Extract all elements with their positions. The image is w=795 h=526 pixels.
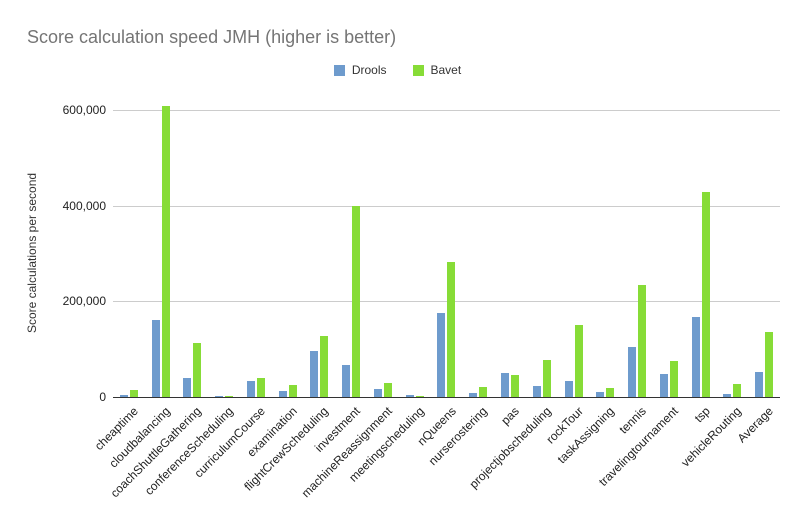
legend-label: Bavet xyxy=(430,63,462,77)
bar-drools-machineReassignment xyxy=(373,389,382,397)
bar-drools-conferenceScheduling xyxy=(215,395,224,397)
bar-group-tsp xyxy=(685,110,717,397)
bar-drools-Average xyxy=(755,372,764,397)
bar-bavet-meetingscheduling xyxy=(415,395,424,397)
bar-bavet-investment xyxy=(352,205,361,397)
legend-item-bavet: Bavet xyxy=(412,63,462,77)
bar-drools-rockTour xyxy=(564,381,573,397)
bar-drools-flightCrewScheduling xyxy=(310,351,319,397)
y-axis-title: Score calculations per second xyxy=(25,172,39,334)
bar-drools-nQueens xyxy=(437,312,446,397)
bar-drools-tsp xyxy=(691,317,700,397)
bar-bavet-flightCrewScheduling xyxy=(320,336,329,397)
bar-drools-coachShuttleGathering xyxy=(183,377,192,397)
bar-group-conferenceScheduling xyxy=(208,110,240,397)
bar-group-examination xyxy=(272,110,304,397)
bar-drools-examination xyxy=(278,391,287,397)
bar-bavet-projectjobscheduling xyxy=(542,359,551,397)
plot-area xyxy=(113,106,780,398)
gridline xyxy=(113,205,780,207)
bar-bavet-tennis xyxy=(638,285,647,397)
bar-bavet-rockTour xyxy=(574,325,583,397)
bar-group-machineReassignment xyxy=(367,110,399,397)
bar-group-rockTour xyxy=(558,110,590,397)
y-axis-tick-label: 600,000 xyxy=(62,103,106,117)
chart-title: Score calculation speed JMH (higher is b… xyxy=(27,27,397,47)
bar-drools-curriculumCourse xyxy=(246,381,255,397)
bar-drools-taskAssigning xyxy=(596,391,605,397)
y-axis-tick-label: 0 xyxy=(99,390,106,404)
bar-drools-projectjobscheduling xyxy=(532,386,541,397)
bar-group-cloudbalancing xyxy=(145,106,177,397)
bar-bavet-tsp xyxy=(701,192,710,397)
bar-group-coachShuttleGathering xyxy=(177,110,209,397)
y-axis-tick-label: 200,000 xyxy=(62,294,106,309)
bar-group-investment xyxy=(335,110,367,397)
legend-swatch-drools xyxy=(333,64,345,76)
bar-group-pas xyxy=(494,110,526,397)
bar-group-curriculumCourse xyxy=(240,110,272,397)
bar-drools-cloudbalancing xyxy=(151,319,160,397)
bar-bavet-cheaptime xyxy=(129,389,138,397)
y-axis-tick-label: 400,000 xyxy=(62,198,106,213)
bar-group-nurserostering xyxy=(462,110,494,397)
bar-drools-vehicleRouting xyxy=(723,393,732,397)
bar-group-flightCrewScheduling xyxy=(304,110,336,397)
bar-bavet-vehicleRouting xyxy=(733,384,742,397)
bar-bavet-nQueens xyxy=(447,261,456,397)
bar-bavet-Average xyxy=(765,332,774,397)
bar-drools-cheaptime xyxy=(119,394,128,397)
bar-drools-pas xyxy=(501,372,510,397)
bar-group-meetingscheduling xyxy=(399,110,431,397)
bar-bavet-travelingtournament xyxy=(669,360,678,397)
bar-drools-investment xyxy=(342,364,351,397)
bar-group-tennis xyxy=(621,110,653,397)
bar-bavet-taskAssigning xyxy=(606,387,615,397)
bar-drools-meetingscheduling xyxy=(405,395,414,397)
bar-drools-travelingtournament xyxy=(659,373,668,397)
legend: Drools Bavet xyxy=(0,63,795,77)
legend-swatch-bavet xyxy=(412,64,424,76)
gridline xyxy=(113,301,780,303)
bar-bavet-conferenceScheduling xyxy=(225,395,234,397)
bar-group-cheaptime xyxy=(113,110,145,397)
bar-bavet-pas xyxy=(511,374,520,397)
bar-group-vehicleRouting xyxy=(716,110,748,397)
bar-bavet-cloudbalancing xyxy=(161,106,170,397)
gridline xyxy=(113,110,780,111)
bar-group-projectjobscheduling xyxy=(526,110,558,397)
x-axis-line xyxy=(113,397,780,398)
bar-group-nQueens xyxy=(431,110,463,397)
bar-bavet-machineReassignment xyxy=(383,383,392,397)
bar-group-taskAssigning xyxy=(589,110,621,397)
bar-bavet-coachShuttleGathering xyxy=(193,343,202,397)
bar-drools-nurserostering xyxy=(469,392,478,397)
bar-bavet-examination xyxy=(288,385,297,397)
legend-label: Drools xyxy=(351,63,387,77)
bar-drools-tennis xyxy=(628,347,637,397)
bar-bavet-curriculumCourse xyxy=(256,377,265,397)
legend-item-drools: Drools xyxy=(333,63,387,77)
bar-group-Average xyxy=(748,110,780,397)
bar-group-travelingtournament xyxy=(653,110,685,397)
bar-bavet-nurserostering xyxy=(479,387,488,397)
